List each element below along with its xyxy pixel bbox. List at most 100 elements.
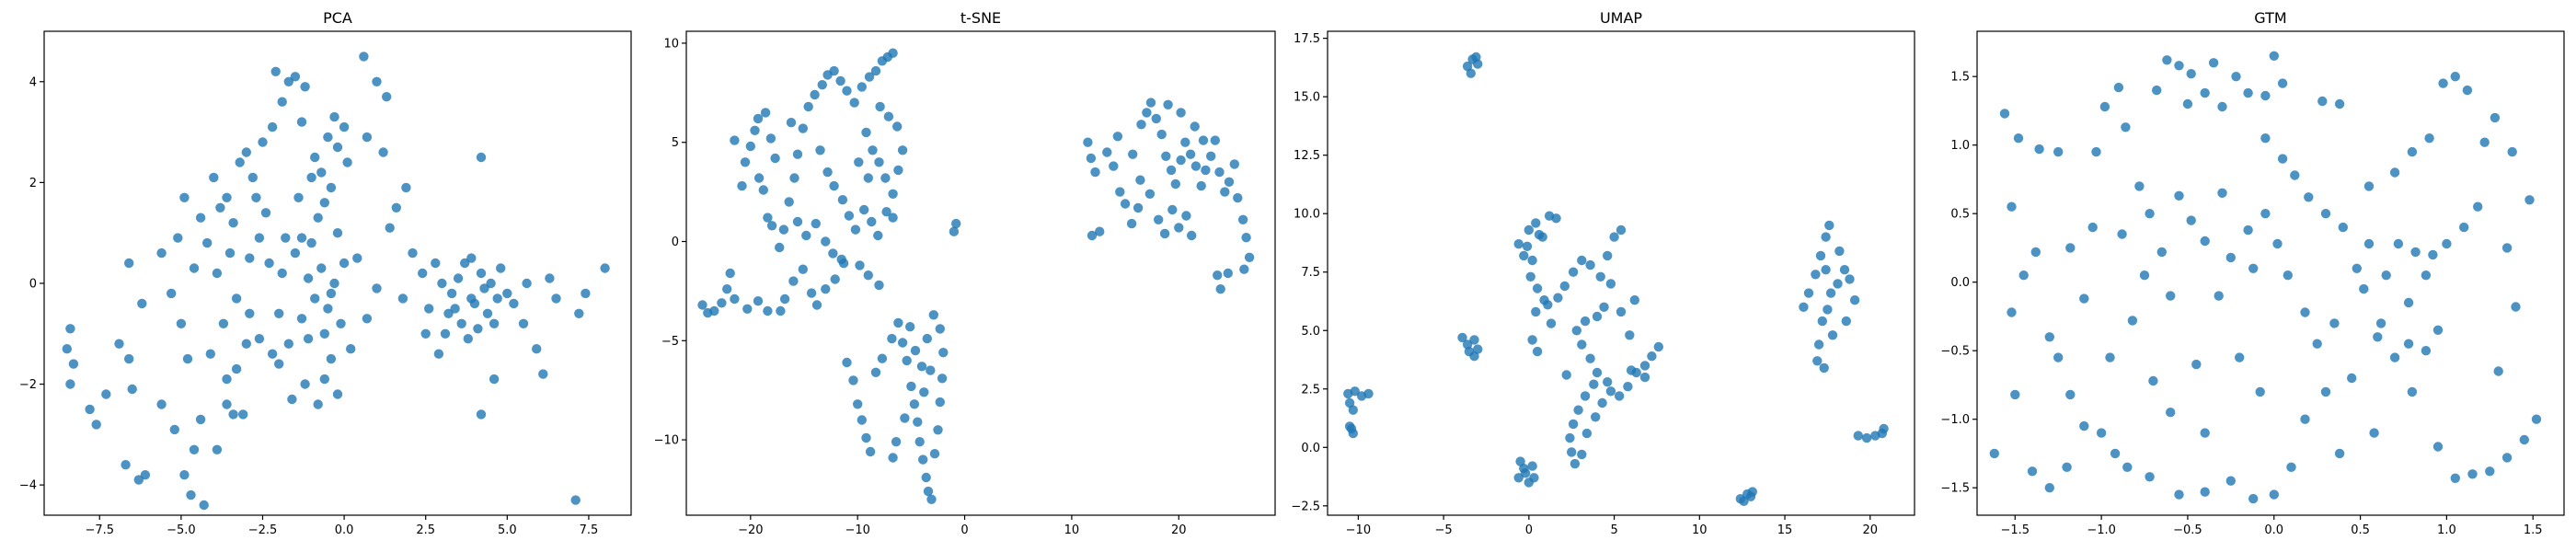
- data-point: [763, 305, 773, 316]
- data-point: [867, 216, 877, 227]
- y-tick-label: 17.5: [1294, 32, 1320, 46]
- data-point: [238, 409, 248, 420]
- data-point: [923, 486, 934, 497]
- data-point: [2013, 133, 2024, 144]
- data-point: [1115, 187, 1125, 197]
- data-point: [2110, 448, 2121, 459]
- x-tick-label: −5: [1435, 523, 1453, 537]
- data-point: [1623, 382, 1633, 392]
- data-point: [1585, 353, 1595, 363]
- data-point: [1344, 397, 1355, 408]
- data-point: [2079, 420, 2089, 431]
- data-point: [938, 348, 949, 358]
- data-point: [121, 460, 131, 470]
- data-point: [822, 167, 833, 178]
- data-point: [1799, 302, 1809, 312]
- data-point: [496, 263, 506, 273]
- data-point: [1244, 252, 1255, 262]
- data-point: [316, 167, 327, 178]
- data-point: [811, 300, 822, 310]
- data-point: [486, 278, 496, 289]
- data-point: [933, 425, 943, 435]
- data-point: [189, 444, 200, 454]
- data-point: [1577, 449, 1587, 460]
- y-tick-label: 7.5: [1301, 266, 1320, 280]
- data-point: [779, 293, 790, 305]
- data-point: [921, 472, 931, 483]
- x-tick-label: −10: [1346, 523, 1371, 537]
- data-point: [1524, 224, 1535, 236]
- data-point: [453, 273, 464, 283]
- data-point: [456, 318, 466, 328]
- data-point: [1573, 405, 1583, 415]
- data-point: [2087, 222, 2098, 233]
- x-tick-label: −7.5: [85, 523, 114, 537]
- data-point: [717, 298, 727, 308]
- x-tick-label: 10: [1064, 523, 1080, 537]
- data-point: [753, 296, 764, 306]
- data-point: [179, 192, 190, 202]
- data-point: [1233, 192, 1243, 203]
- y-tick-label: −1.5: [1940, 482, 1970, 496]
- data-point: [408, 247, 418, 259]
- x-tick-label: 20: [1171, 523, 1187, 537]
- data-point: [1568, 419, 1579, 430]
- data-point: [2186, 215, 2196, 225]
- data-point: [241, 147, 251, 157]
- data-point: [332, 389, 343, 399]
- data-point: [476, 409, 487, 420]
- data-point: [231, 363, 242, 374]
- data-point: [469, 298, 480, 309]
- data-point: [2334, 448, 2345, 459]
- data-point: [2156, 247, 2167, 258]
- data-point: [2352, 263, 2362, 273]
- chart-title: UMAP: [1600, 9, 1642, 27]
- y-tick-label: 12.5: [1294, 149, 1320, 163]
- data-point: [1592, 367, 1603, 378]
- data-point: [778, 224, 789, 235]
- data-point: [2334, 98, 2345, 109]
- data-point: [1159, 228, 1170, 239]
- data-point: [842, 86, 852, 96]
- chart-title: PCA: [323, 9, 352, 27]
- data-point: [861, 432, 871, 443]
- data-point: [182, 353, 193, 364]
- data-point: [1086, 153, 1097, 164]
- plot-frame: [685, 30, 1276, 516]
- data-point: [1989, 448, 1999, 459]
- data-point: [316, 263, 327, 273]
- data-point: [2010, 389, 2020, 400]
- data-point: [222, 399, 232, 409]
- y-tick-label: 15.0: [1294, 91, 1320, 105]
- x-tick-label: −1.0: [2087, 523, 2116, 537]
- data-point: [1133, 202, 1144, 213]
- data-point: [492, 293, 502, 304]
- data-point: [859, 204, 869, 215]
- panel-umap: UMAP −10 −5 0 5 10 15 20 −2.5 0.0 2.5 5.0 7.5 10.0 12.…: [1291, 9, 1915, 537]
- data-point: [2462, 85, 2473, 96]
- data-point: [1616, 224, 1627, 236]
- data-point: [2053, 352, 2064, 362]
- data-point: [891, 437, 902, 447]
- data-point: [281, 233, 291, 243]
- data-point: [2099, 101, 2110, 112]
- data-point: [2363, 238, 2375, 249]
- data-point: [745, 141, 755, 152]
- data-point: [133, 475, 144, 485]
- data-point: [1571, 326, 1582, 336]
- data-point: [1812, 356, 1823, 366]
- data-point: [792, 216, 803, 227]
- data-point: [829, 65, 839, 76]
- data-point: [2186, 69, 2196, 79]
- x-tick-label: 0: [960, 523, 968, 537]
- y-tick-label: 0.0: [1301, 442, 1320, 455]
- data-point: [1605, 279, 1616, 289]
- data-point: [850, 224, 861, 235]
- data-point: [709, 305, 719, 316]
- data-point: [2139, 270, 2150, 281]
- data-point: [798, 264, 808, 274]
- data-point: [326, 288, 337, 299]
- data-point: [868, 145, 878, 155]
- data-point: [277, 97, 287, 107]
- data-point: [326, 353, 337, 364]
